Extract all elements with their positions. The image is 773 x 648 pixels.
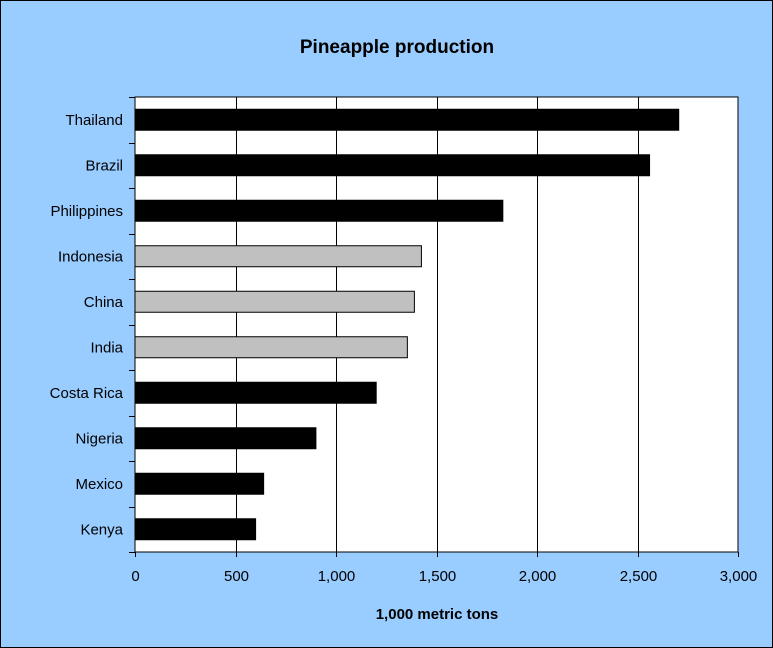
category-label: India — [90, 339, 123, 356]
bar — [134, 336, 408, 359]
x-tick-label: 500 — [224, 568, 249, 585]
x-tick-label: 2,000 — [519, 568, 557, 585]
bar — [134, 381, 377, 404]
category-label: Nigeria — [75, 430, 123, 447]
x-tick-label: 1,500 — [419, 568, 457, 585]
category-label: Philippines — [50, 203, 123, 220]
x-tick-label: 0 — [131, 568, 139, 585]
bars — [134, 108, 680, 541]
x-tick-label: 2,500 — [620, 568, 658, 585]
bar — [134, 290, 415, 313]
category-labels: Thailand Brazil Philippines Indonesia China I… — [50, 112, 124, 539]
category-label: Costa Rica — [50, 385, 124, 402]
bar — [134, 154, 651, 177]
axes — [129, 97, 739, 557]
x-tick-label: 3,000 — [720, 568, 758, 585]
bar — [134, 427, 317, 450]
category-label: Brazil — [85, 157, 123, 174]
bar — [134, 518, 257, 541]
category-label: China — [84, 294, 124, 311]
category-label: Mexico — [75, 476, 123, 493]
chart-title: Pineapple production — [300, 37, 494, 58]
x-tick-label: 1,000 — [318, 568, 356, 585]
x-axis-title: 1,000 metric tons — [376, 606, 499, 623]
bar — [134, 472, 265, 495]
x-tick-labels: 0 500 1,000 1,500 2,000 2,500 3,000 — [131, 568, 757, 585]
category-label: Thailand — [65, 112, 123, 129]
bar — [134, 199, 504, 222]
bar — [134, 245, 422, 268]
category-label: Kenya — [80, 521, 123, 538]
bar — [134, 108, 680, 131]
category-label: Indonesia — [58, 248, 124, 265]
